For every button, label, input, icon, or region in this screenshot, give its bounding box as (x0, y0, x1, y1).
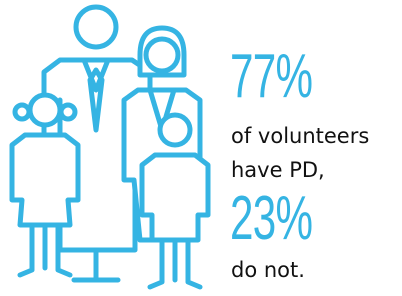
stat-value: 23% (230, 188, 312, 250)
boy-body (142, 155, 208, 240)
stat-value: 77% (230, 46, 312, 108)
family-icon (0, 0, 220, 296)
girl-bun (15, 105, 29, 119)
girl-bun (61, 105, 75, 119)
girl-body (12, 135, 78, 225)
boy-legs (150, 240, 200, 287)
mother-head (146, 39, 178, 71)
boy-head (160, 115, 190, 145)
stat-text: of volunteers (231, 124, 369, 148)
stat-text: do not. (231, 258, 305, 282)
page: {"stat_1": {"value": "77%", "lines": ["o… (0, 0, 402, 296)
girl-head (30, 95, 60, 125)
father-head (76, 7, 116, 47)
stat-text: have PD, (231, 158, 325, 182)
